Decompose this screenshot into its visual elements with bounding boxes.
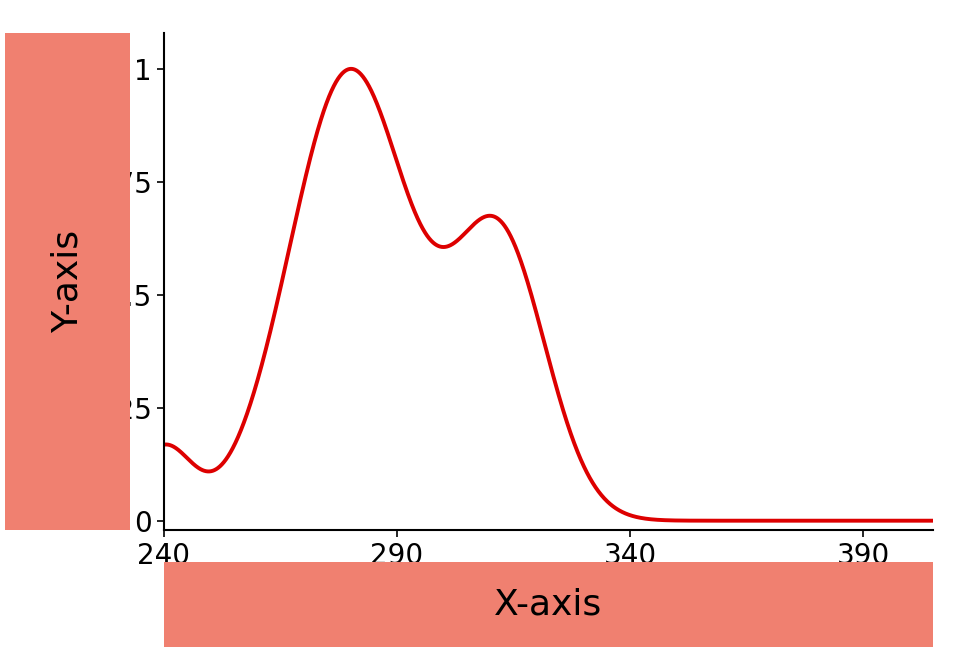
Text: X-axis: X-axis xyxy=(494,588,602,622)
Text: Y-axis: Y-axis xyxy=(50,230,85,333)
